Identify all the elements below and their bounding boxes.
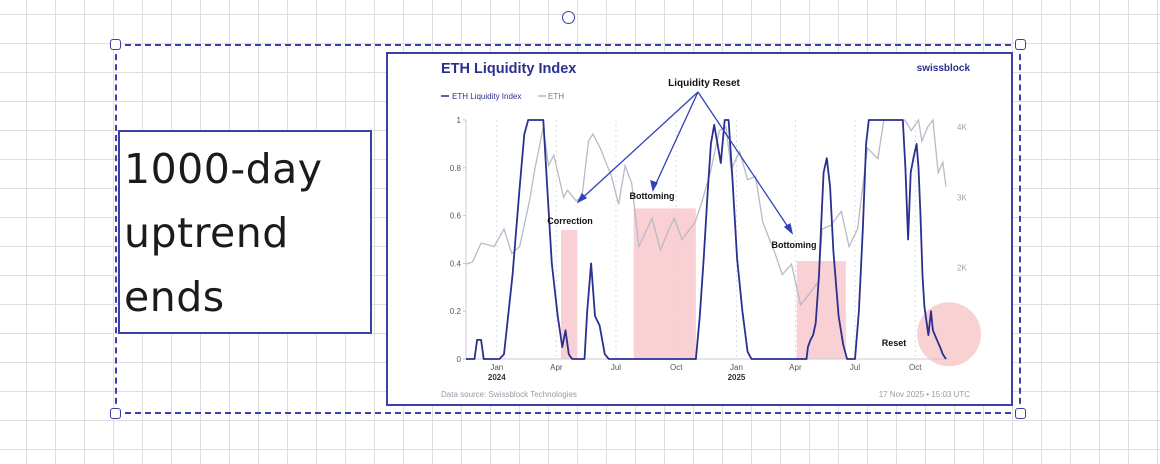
left-tick-label: 0	[457, 355, 462, 364]
x-tick-label: Jul	[611, 363, 621, 372]
resize-handle-top-left[interactable]	[110, 39, 121, 50]
brand-logo: swissblock	[917, 63, 971, 74]
chart-card[interactable]: 0 0.2 0.4 0.6 0.8 1 2K 3K 4K Jan 2024 Apr Jul Oct Ja…	[386, 52, 1013, 406]
x-tick-label: Oct	[670, 363, 683, 372]
note-line: 1000-day	[124, 145, 323, 193]
legend-label-index: ETH Liquidity Index	[452, 92, 521, 101]
chart-title: ETH Liquidity Index	[441, 61, 576, 77]
x-tick-label: Oct	[909, 363, 922, 372]
right-tick-label: 4K	[957, 123, 967, 132]
annotation-liquidity-reset: Liquidity Reset	[668, 78, 740, 89]
annotation-reset: Reset	[882, 338, 907, 348]
resize-handle-bottom-right[interactable]	[1015, 408, 1026, 419]
right-tick-label: 3K	[957, 193, 967, 202]
x-tick-year: 2024	[488, 373, 506, 382]
resize-handle-bottom-left[interactable]	[110, 408, 121, 419]
legend-label-eth: ETH	[548, 92, 564, 101]
left-tick-label: 0.8	[450, 164, 462, 173]
x-tick-label: Jul	[850, 363, 860, 372]
shaded-period	[560, 229, 578, 359]
footer-source: Data source: Swissblock Technologies	[441, 390, 577, 399]
annotation-bottoming-1: Bottoming	[630, 191, 675, 201]
note-box[interactable]	[118, 130, 372, 334]
x-tick-label: Apr	[550, 363, 563, 372]
resize-handle-top-right[interactable]	[1015, 39, 1026, 50]
note-line: uptrend	[124, 209, 289, 257]
left-tick-label: 0.2	[450, 307, 462, 316]
note-line: ends	[124, 273, 225, 321]
selection-frame[interactable]	[115, 44, 1021, 414]
left-tick-label: 0.6	[450, 212, 462, 221]
footer-timestamp: 17 Nov 2025 • 15:03 UTC	[879, 390, 971, 399]
arrowhead-correction	[576, 192, 588, 204]
shaded-period	[633, 208, 696, 359]
annotation-bottoming-2: Bottoming	[772, 240, 817, 250]
arrowhead-bottoming-1	[650, 180, 658, 192]
rotate-handle[interactable]	[562, 11, 575, 24]
annotation-correction: Correction	[547, 216, 593, 226]
left-tick-label: 1	[457, 116, 462, 125]
x-tick-label: Jan	[730, 363, 743, 372]
series-liquidity-index-line	[466, 119, 947, 360]
note-text: 1000-day uptrend ends	[124, 137, 369, 329]
x-tick-year: 2025	[728, 373, 746, 382]
arrow-to-bottoming-1	[652, 91, 699, 191]
right-tick-label: 2K	[957, 264, 967, 273]
left-tick-label: 0.4	[450, 259, 462, 268]
arrow-to-bottoming-2	[697, 91, 793, 234]
x-tick-label: Apr	[789, 363, 802, 372]
reset-highlight-circle	[917, 302, 982, 367]
x-tick-label: Jan	[490, 363, 503, 372]
arrowhead-bottoming-2	[783, 222, 794, 235]
arrow-to-correction	[577, 91, 699, 203]
